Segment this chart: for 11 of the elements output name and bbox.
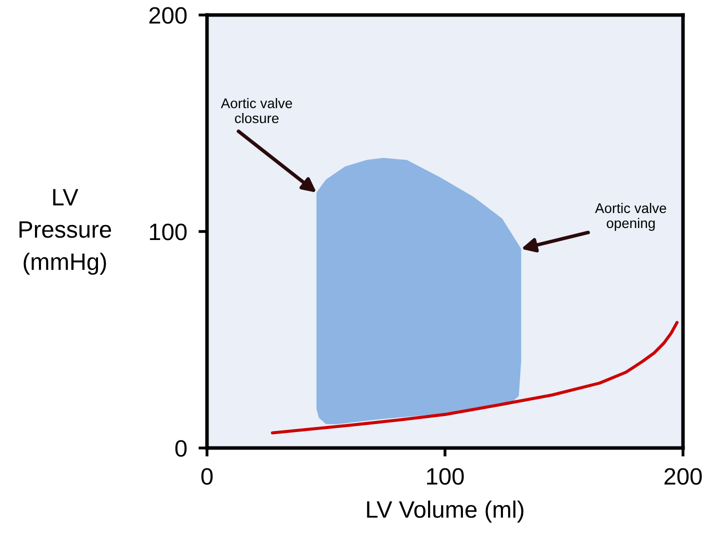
y-tick-label: 0 xyxy=(175,440,187,457)
annotation: Aortic valve closure xyxy=(220,98,292,124)
y-tick-label: 100 xyxy=(150,224,187,240)
y-tick-label: 200 xyxy=(149,7,187,24)
line-series xyxy=(270,320,679,434)
x-tick-label: 100 xyxy=(427,468,464,485)
x-axis-title: LV Volume (ml) xyxy=(367,500,524,523)
x-tick-label: 0 xyxy=(201,468,213,485)
x-tick-label: 200 xyxy=(664,468,702,485)
y-axis-title: LV Pressure (mmHg) xyxy=(20,189,112,275)
annotation: Aortic valve opening xyxy=(595,202,666,231)
